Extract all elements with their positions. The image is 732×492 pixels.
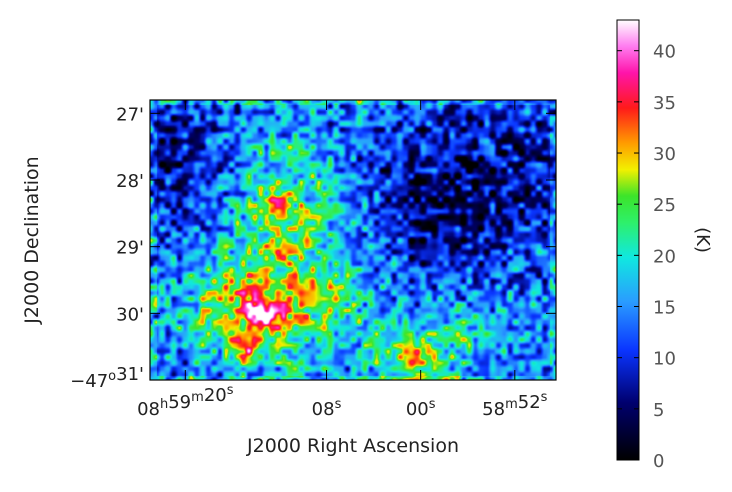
heatmap-image <box>150 100 556 380</box>
colorbar-tick-label: 10 <box>653 349 676 370</box>
y-axis-label: J2000 Declination <box>21 156 43 324</box>
y-tick-label: 28' <box>116 171 144 192</box>
x-tick-seconds-unit: s <box>335 397 342 412</box>
x-tick-seconds: 08 <box>312 399 335 420</box>
colorbar-tick-label: 15 <box>653 298 676 319</box>
x-tick-seconds-unit: s <box>429 397 436 412</box>
x-tick-minutes: 58 <box>482 399 505 420</box>
x-tick-seconds-unit: s <box>227 383 234 398</box>
colorbar-tick-label: 35 <box>653 93 676 114</box>
x-tick-minutes: 59 <box>168 392 191 413</box>
colorbar-tick-label: 20 <box>653 246 676 267</box>
colorbar-tick-label: 25 <box>653 195 676 216</box>
colorbar-label: (K) <box>692 227 713 253</box>
x-tick-label: 08h59m20s <box>137 383 234 420</box>
x-tick-seconds-unit: s <box>541 390 548 405</box>
y-axis-ticks: 27' 28' 29' 30' −47o31' <box>70 104 556 392</box>
x-tick-hours-unit: h <box>160 397 168 412</box>
colorbar: 0 5 10 15 20 25 30 35 40 (K) <box>616 19 713 472</box>
heatmap-plot <box>149 99 557 381</box>
x-tick-minutes-unit: m <box>191 390 204 405</box>
y-tick-degrees-unit: o <box>108 369 116 384</box>
y-tick-label: −47o31' <box>70 364 144 392</box>
x-tick-minutes-unit: m <box>505 397 518 412</box>
x-axis-label: J2000 Right Ascension <box>246 435 459 457</box>
x-tick-label: 00s <box>406 397 436 420</box>
colorbar-tick-label: 5 <box>653 400 664 421</box>
y-tick-degrees: −47 <box>70 371 108 392</box>
plot-frame <box>149 99 557 381</box>
colorbar-tick-label: 40 <box>653 42 676 63</box>
y-tick-label: 30' <box>116 304 144 325</box>
colorbar-ticks: 0 5 10 15 20 25 30 35 40 <box>617 42 676 472</box>
colorbar-tick-label: 30 <box>653 144 676 165</box>
y-tick-label: 27' <box>116 104 144 125</box>
x-tick-label: 58m52s <box>482 390 547 420</box>
x-tick-seconds: 52 <box>518 392 541 413</box>
x-tick-seconds: 20 <box>204 385 227 406</box>
colorbar-gradient <box>616 19 640 461</box>
x-tick-hours: 08 <box>137 399 160 420</box>
y-tick-arcmin: 31' <box>116 364 144 385</box>
x-tick-seconds: 00 <box>406 399 429 420</box>
colorbar-tick-label: 0 <box>653 451 664 472</box>
x-tick-label: 08s <box>312 397 342 420</box>
y-tick-label: 29' <box>116 238 144 259</box>
